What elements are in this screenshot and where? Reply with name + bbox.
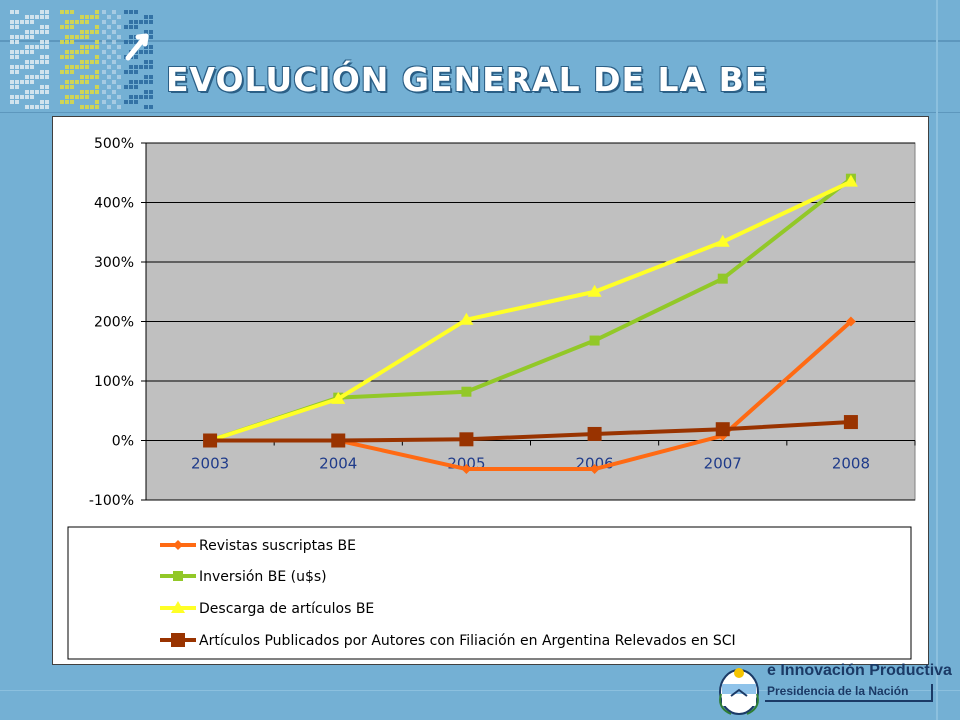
legend-box [67,526,912,660]
bg-rule-bottom [0,690,960,691]
legend-swatch-marker [173,540,183,550]
legend-swatch-marker [173,571,183,581]
data-point [461,464,472,475]
bg-rule-mid [0,112,960,113]
slide-title: EVOLUCIÓN GENERAL DE LA BE [166,60,769,99]
data-point [331,391,346,404]
y-tick-label: 500% [94,136,134,152]
x-tick-label: 2007 [704,455,742,473]
data-point [587,426,602,441]
y-tick-label: 100% [94,374,134,390]
legend-label: Revistas suscriptas BE [199,538,356,554]
legend-swatch-marker [171,633,185,647]
bg-rule-right [936,0,938,720]
legend-label: Artículos Publicados por Autores con Fil… [199,633,736,649]
data-point [331,433,346,448]
data-point [589,464,600,475]
legend-label: Descarga de artículos BE [199,601,374,617]
legend-item: Artículos Publicados por Autores con Fil… [160,633,736,649]
x-tick-label: 2008 [832,455,870,473]
brand-rule-vertical [931,684,933,702]
data-point [459,312,474,325]
y-tick-label: 0% [112,434,134,450]
data-point [203,433,218,448]
data-point [715,422,730,437]
line-chart: -100%0%100%200%300%400%500%2003 2004 2005 2… [67,136,916,660]
coat-of-arms-icon [719,668,759,715]
legend-label: Inversión BE (u$s) [199,569,327,585]
brand-ministry-text: e Innovación Productiva [767,662,952,679]
data-point [715,234,730,247]
data-point [717,273,728,284]
footer-brand: e Innovación Productiva Presidencia de l… [715,662,960,720]
x-tick-label: 2003 [191,455,229,473]
y-tick-label: 200% [94,315,134,331]
data-point [843,415,858,430]
x-tick-label: 2004 [319,455,357,473]
legend-item: Descarga de artículos BE [160,601,374,617]
legend-item: Revistas suscriptas BE [160,538,356,554]
logo-mosaic [10,10,153,109]
data-point [459,432,474,447]
arrow-icon [125,33,149,61]
legend-swatch-marker [171,601,185,613]
y-tick-label: -100% [89,493,134,509]
data-point [589,335,600,346]
y-tick-label: 300% [94,255,134,271]
data-point [843,174,858,187]
bg-rule-top [0,40,960,42]
series-line [210,420,852,443]
brand-presidency-text: Presidencia de la Nación [767,684,909,698]
chart-container: -100% 0% 100% 200% 300% 400% 500% 2003 2004 2005 2… [52,116,929,665]
series-3 [203,415,858,448]
data-point [845,316,856,327]
y-tick-label: 400% [94,196,134,212]
brand-underline [765,700,933,702]
data-point [461,386,472,397]
data-point [587,284,602,297]
series-line [209,179,852,443]
legend-item: Inversión BE (u$s) [160,569,327,585]
